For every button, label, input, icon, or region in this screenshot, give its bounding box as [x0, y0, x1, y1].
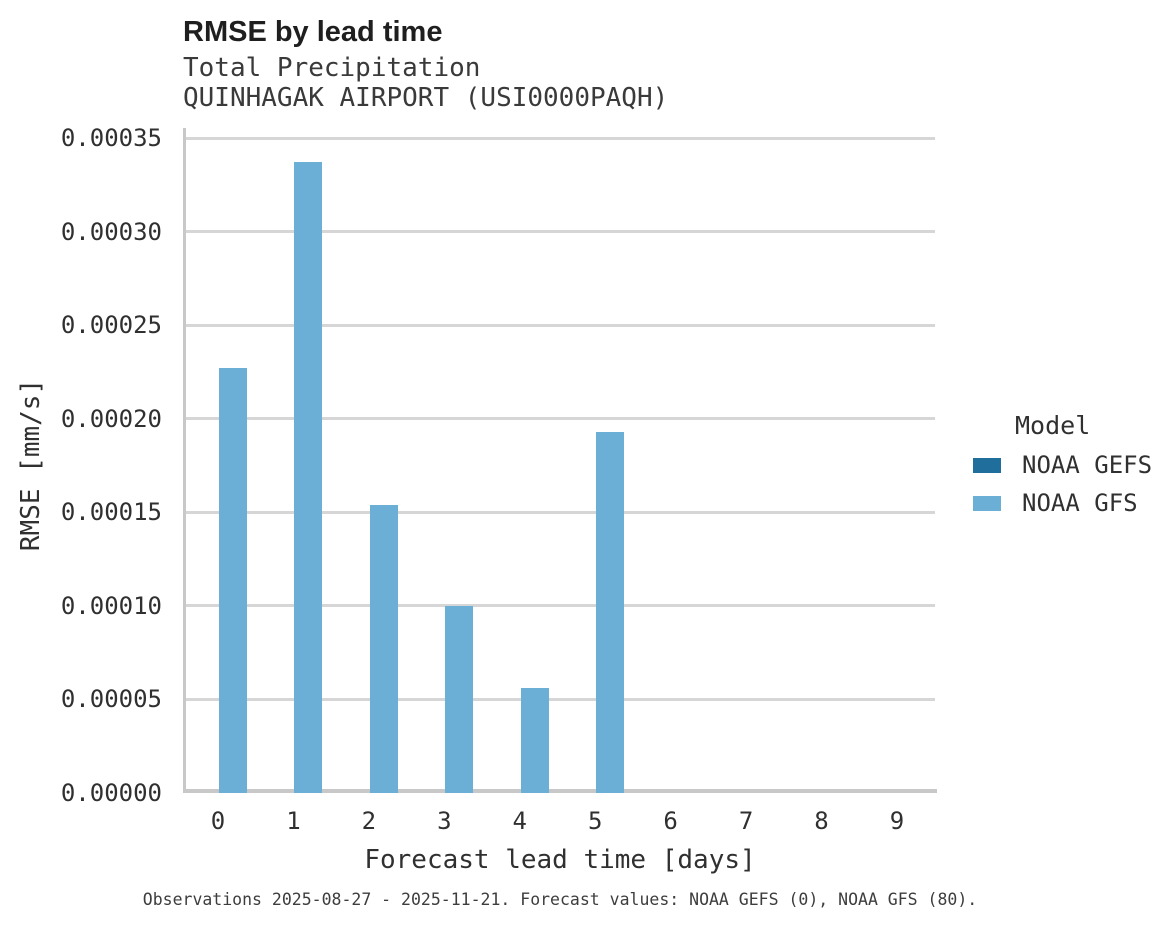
y-tick-label: 0.00020 — [60, 404, 162, 433]
legend-swatch-icon — [973, 495, 1001, 511]
bar-noaa-gfs-day-5 — [596, 431, 625, 793]
y-tick-label: 0.00010 — [60, 591, 162, 620]
legend-item-label: NOAA GEFS — [1022, 451, 1153, 479]
x-tick-label: 6 — [663, 807, 678, 835]
legend: Model NOAA GEFS NOAA GFS — [973, 412, 1152, 516]
bar-noaa-gfs-day-4 — [520, 688, 549, 793]
x-tick-label: 0 — [210, 807, 226, 835]
x-tick-label: 3 — [437, 807, 452, 835]
x-tick-label: 5 — [587, 807, 603, 835]
legend-title: Model — [1015, 411, 1091, 440]
legend-item-noaa-gefs: NOAA GEFS — [973, 452, 1152, 478]
bar-noaa-gfs-day-3 — [445, 605, 474, 793]
y-tick-label: 0.00005 — [60, 685, 162, 714]
y-tick-label: 0.00030 — [60, 217, 162, 246]
x-axis-title: Forecast lead time [days] — [364, 845, 756, 875]
figure-caption: Observations 2025-08-27 - 2025-11-21. Fo… — [142, 890, 978, 909]
x-tick-label: 9 — [889, 807, 905, 835]
y-tick-label: 0.00000 — [60, 779, 162, 807]
legend-item-noaa-gfs: NOAA GFS — [973, 490, 1152, 516]
x-tick-label: 4 — [512, 807, 527, 835]
x-tick-label: 1 — [286, 807, 301, 835]
subtitle-variable: Total Precipitation — [183, 53, 481, 83]
y-gridline — [186, 510, 935, 514]
legend-items: NOAA GEFS NOAA GFS — [973, 452, 1152, 516]
y-tick-label: 0.00035 — [60, 124, 162, 152]
bar-noaa-gfs-day-1 — [294, 162, 323, 793]
title-block: RMSE by lead time Total Precipitation QU… — [183, 14, 668, 113]
bar-noaa-gfs-day-0 — [219, 368, 247, 793]
legend-swatch-icon — [973, 457, 1001, 473]
plot-area — [183, 128, 937, 793]
legend-item-label: NOAA GFS — [1022, 489, 1138, 517]
chart-subtitle: Total Precipitation QUINHAGAK AIRPORT (U… — [183, 53, 669, 113]
x-tick-label: 7 — [738, 807, 754, 835]
bar-noaa-gfs-day-2 — [369, 504, 398, 793]
y-gridline — [186, 230, 935, 234]
subtitle-station: QUINHAGAK AIRPORT (USI0000PAQH) — [183, 82, 669, 113]
y-gridline — [186, 697, 935, 701]
y-gridline — [186, 604, 935, 608]
y-gridline — [186, 323, 935, 327]
y-gridline — [186, 136, 935, 140]
y-tick-label: 0.00025 — [60, 311, 162, 340]
y-axis-title: RMSE [mm/s] — [16, 378, 46, 552]
chart-title: RMSE by lead time — [183, 16, 443, 48]
x-tick-label: 8 — [814, 807, 829, 835]
y-tick-label: 0.00015 — [60, 498, 162, 527]
y-gridline — [186, 417, 935, 421]
x-tick-label: 2 — [361, 807, 377, 835]
